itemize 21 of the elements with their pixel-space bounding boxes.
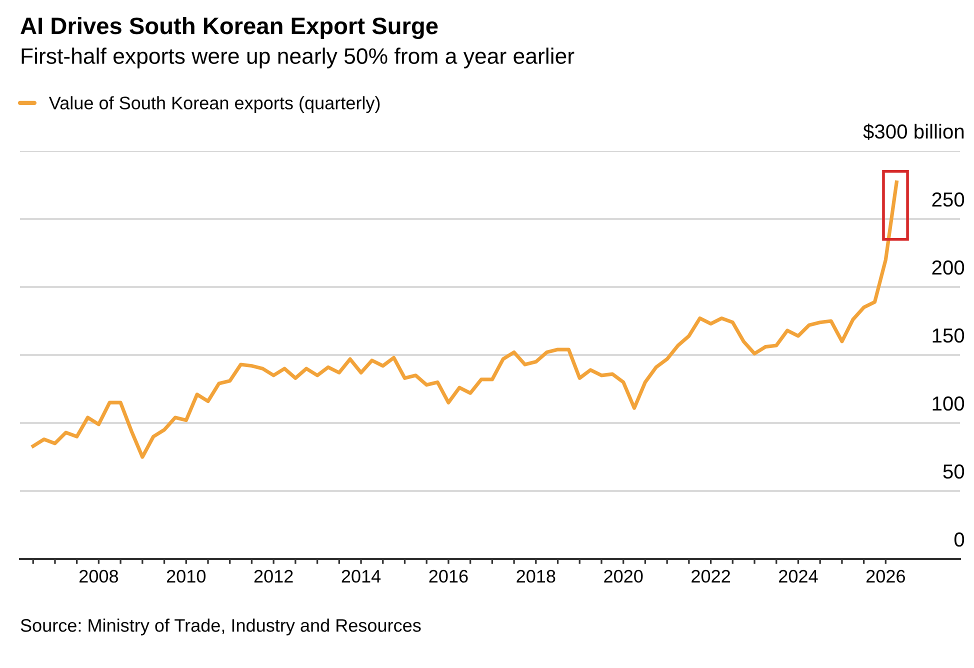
- x-tick-label: 2008: [80, 570, 118, 583]
- y-tick-label: 250: [932, 192, 964, 207]
- x-tick-label: 2024: [779, 570, 818, 583]
- y-tick-label: 0: [954, 532, 964, 547]
- legend-label: Value of South Korean exports (quarterly): [48, 96, 380, 113]
- chart-subtitle: First-half exports were up nearly 50% from a year earlier: [22, 48, 574, 68]
- x-tick-label: 2016: [429, 570, 468, 583]
- y-tick-label: 150: [932, 328, 964, 343]
- source-note: Source: Ministry of Trade, Industry and Resources: [20, 618, 421, 636]
- y-tick-label: $300 billion: [863, 124, 964, 140]
- chart-title: AI Drives South Korean Export Surge: [20, 16, 438, 40]
- x-tick-label: 2018: [516, 570, 556, 583]
- x-tick-label: 2010: [166, 570, 206, 583]
- x-tick-label: 2026: [866, 570, 905, 583]
- x-tick-label: 2020: [604, 570, 643, 583]
- x-tick-label: 2014: [342, 570, 381, 583]
- x-tick-label: 2022: [692, 570, 730, 583]
- x-tick-label: 2012: [254, 570, 293, 583]
- y-tick-label: 100: [932, 396, 964, 411]
- y-tick-label: 200: [932, 260, 964, 275]
- y-tick-label: 50: [943, 464, 964, 479]
